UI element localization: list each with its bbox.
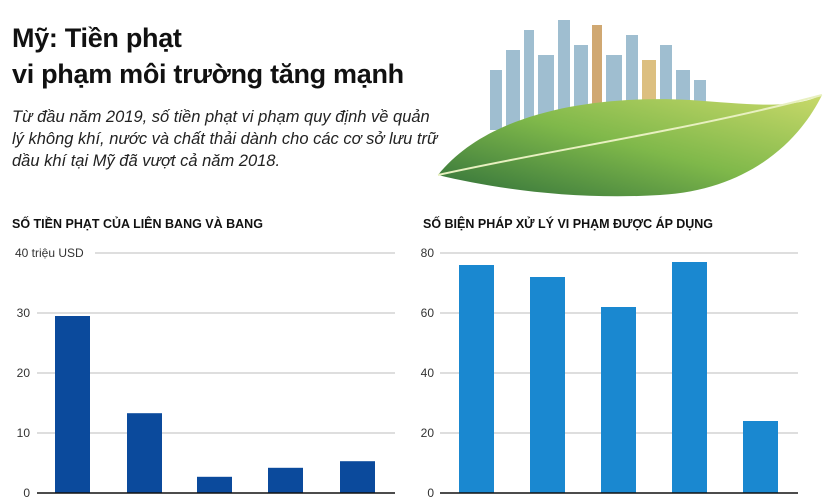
bar [601, 307, 636, 493]
title-line-1: Mỹ: Tiền phạt [12, 23, 182, 53]
title-line-2: vi phạm môi trường tăng mạnh [12, 59, 404, 89]
y-tick-label: 0 [427, 486, 434, 500]
bar [530, 277, 565, 493]
y-tick-label: 20 [421, 426, 435, 440]
y-tick-label: 40 triệu USD [15, 246, 84, 260]
bar [55, 316, 90, 493]
bar [127, 413, 162, 493]
y-tick-label: 10 [17, 426, 31, 440]
page-title: Mỹ: Tiền phạt vi phạm môi trường tăng mạ… [12, 20, 404, 92]
y-tick-label: 0 [23, 486, 30, 500]
bar [743, 421, 778, 493]
bar [340, 461, 375, 493]
bar [197, 476, 232, 493]
y-tick-label: 30 [17, 306, 31, 320]
bar [268, 467, 303, 493]
bar [459, 265, 494, 493]
leaf-city-icon [437, 20, 823, 197]
bar [672, 262, 707, 493]
y-tick-label: 20 [17, 366, 31, 380]
y-tick-label: 80 [421, 246, 435, 260]
y-tick-label: 40 [421, 366, 435, 380]
subtitle: Từ đầu năm 2019, số tiền phạt vi phạm qu… [12, 108, 438, 170]
chart1-title: SỐ TIỀN PHẠT CỦA LIÊN BANG VÀ BANG [12, 217, 263, 231]
chart2-title: SỐ BIỆN PHÁP XỬ LÝ VI PHẠM ĐƯỢC ÁP DỤNG [423, 217, 714, 231]
leaf-shape [438, 95, 822, 197]
y-tick-label: 60 [421, 306, 435, 320]
